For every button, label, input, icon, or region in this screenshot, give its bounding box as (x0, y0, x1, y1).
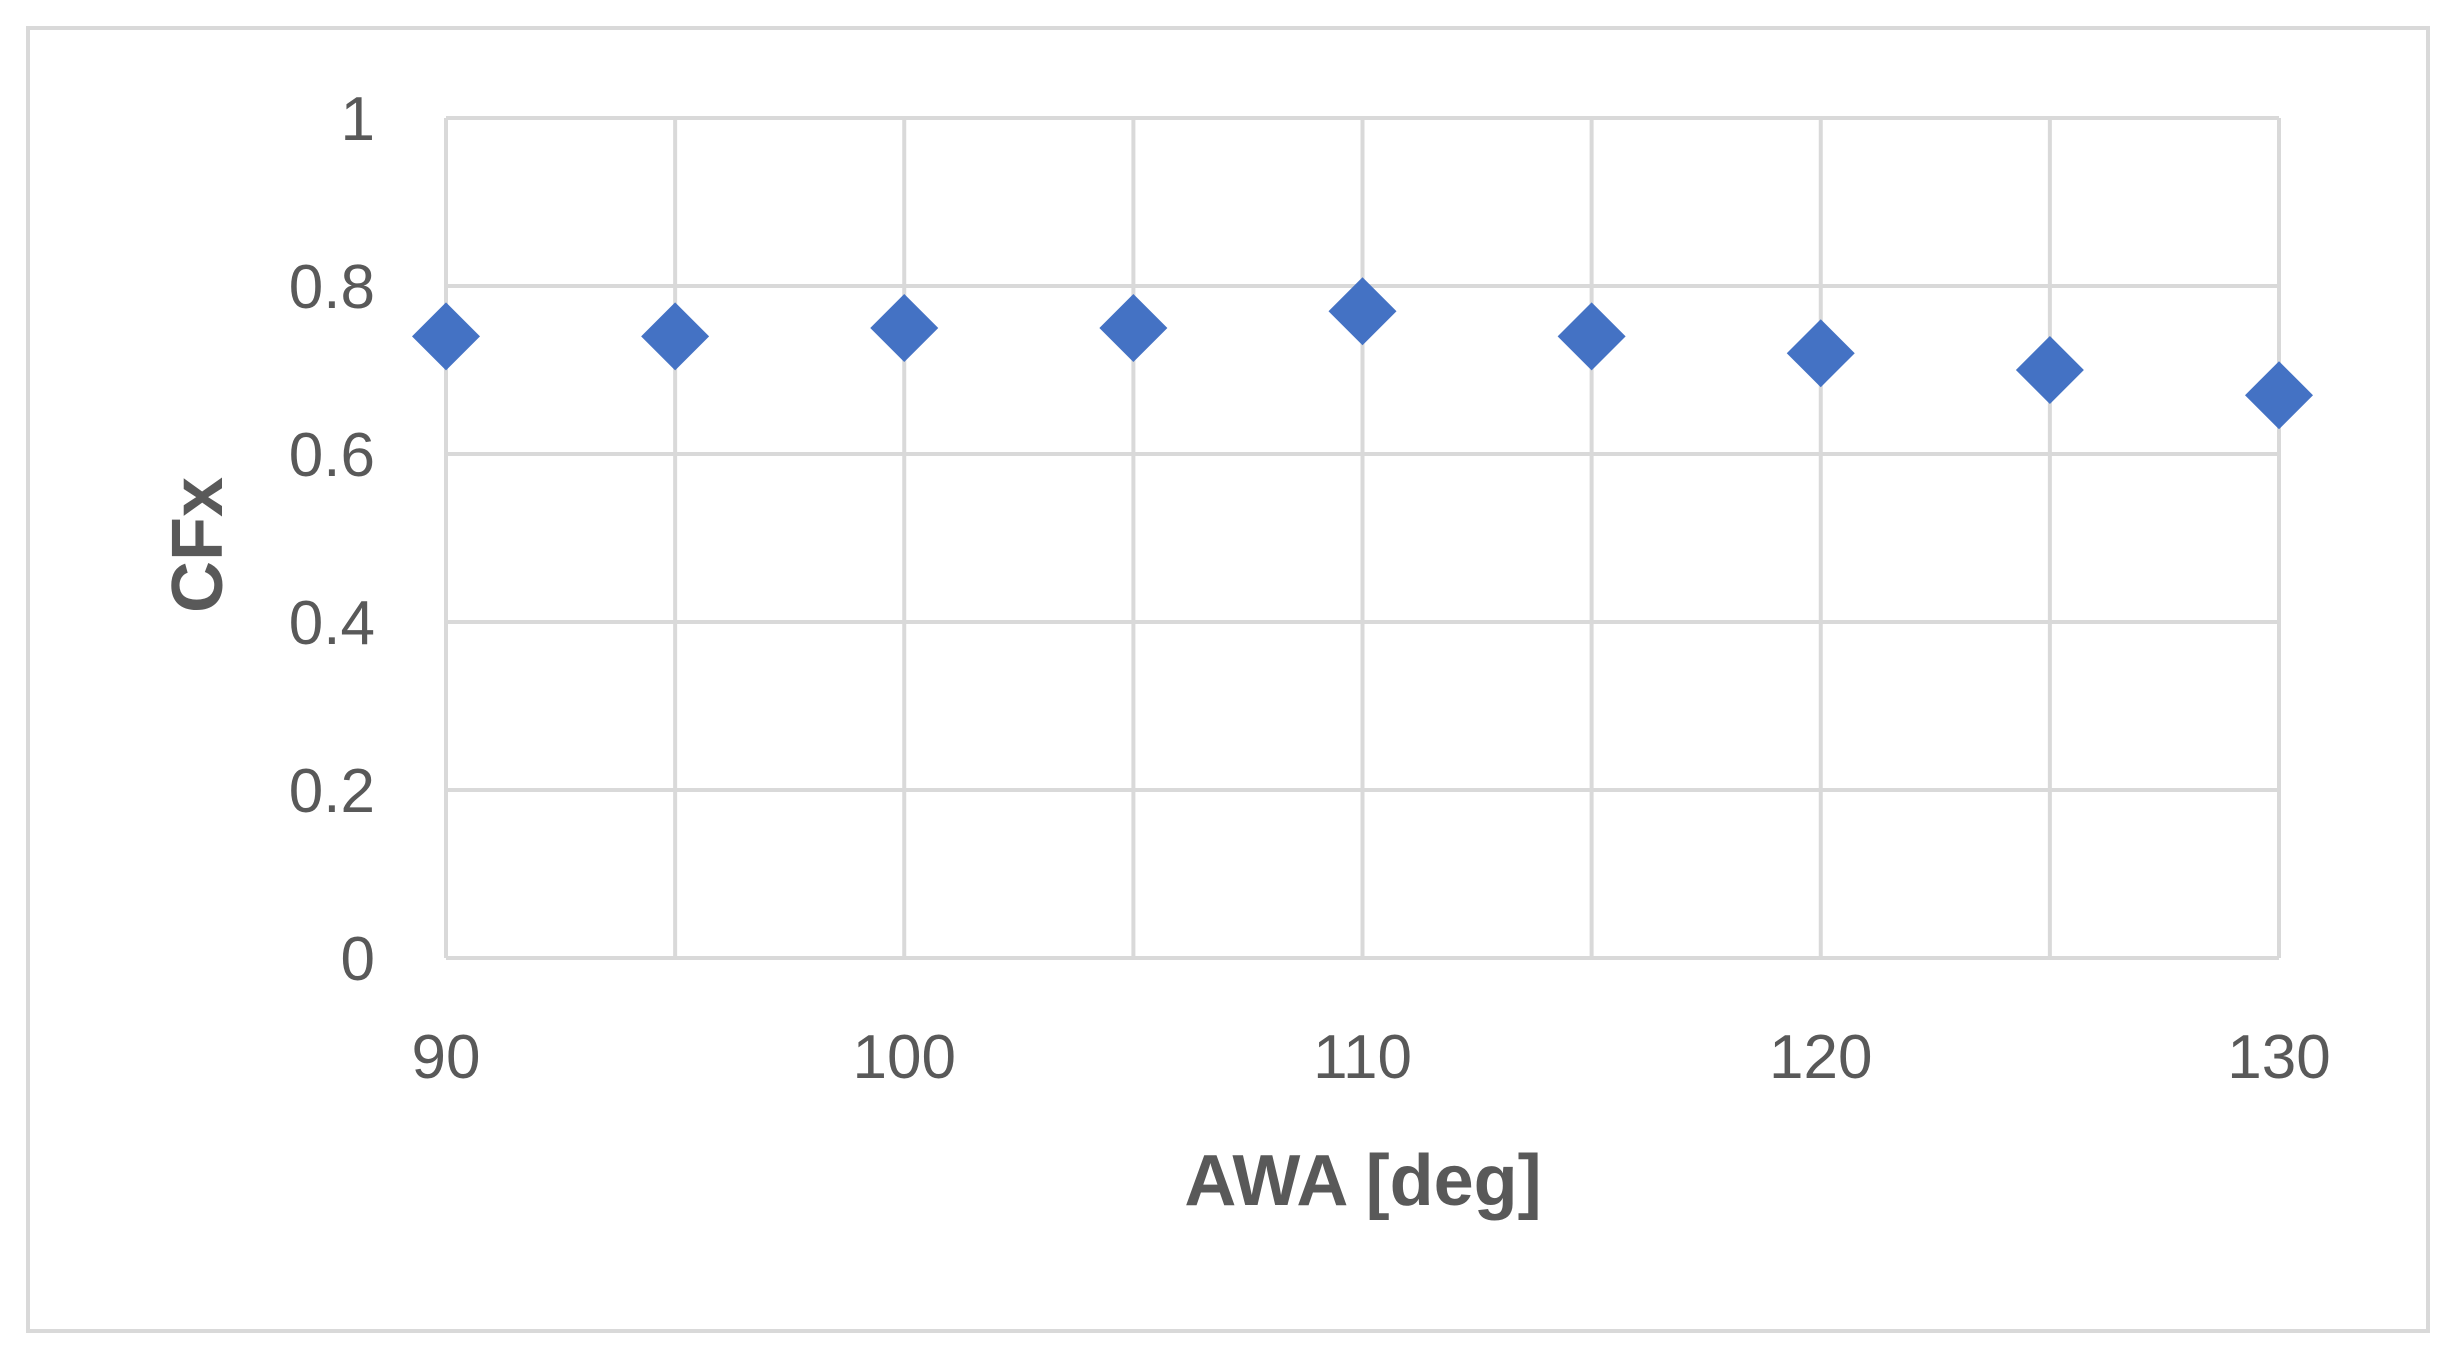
data-point-marker (1786, 319, 1855, 388)
data-point-marker (2245, 361, 2313, 430)
x-tick-label: 130 (2227, 1023, 2330, 1092)
data-point-marker (412, 302, 480, 371)
data-point-marker (641, 302, 710, 371)
x-tick-label: 90 (412, 1023, 481, 1092)
data-point-marker (870, 294, 939, 362)
chart-frame (26, 26, 2430, 1333)
y-axis-title: CFx (158, 477, 238, 613)
y-tick-label: 0.2 (289, 757, 375, 826)
y-tick-label: 0.4 (289, 589, 375, 658)
y-tick-label: 0.8 (289, 253, 375, 322)
y-tick-label: 1 (341, 85, 375, 154)
data-point-marker (1328, 277, 1397, 346)
y-tick-labels: 0 0.2 0.4 0.6 0.8 1 (289, 85, 375, 994)
data-point-marker (2015, 336, 2084, 404)
data-point-marker (1557, 302, 1626, 371)
x-tick-label: 120 (1769, 1023, 1872, 1092)
data-point-marker (1099, 294, 1168, 362)
x-tick-labels: 90 100 110 120 130 (412, 1023, 2331, 1092)
x-tick-label: 100 (853, 1023, 956, 1092)
data-markers (412, 277, 2313, 430)
x-axis-title: AWA [deg] (1184, 1141, 1541, 1221)
x-tick-label: 110 (1313, 1023, 1412, 1092)
y-tick-label: 0 (341, 925, 375, 994)
y-tick-label: 0.6 (289, 421, 375, 490)
